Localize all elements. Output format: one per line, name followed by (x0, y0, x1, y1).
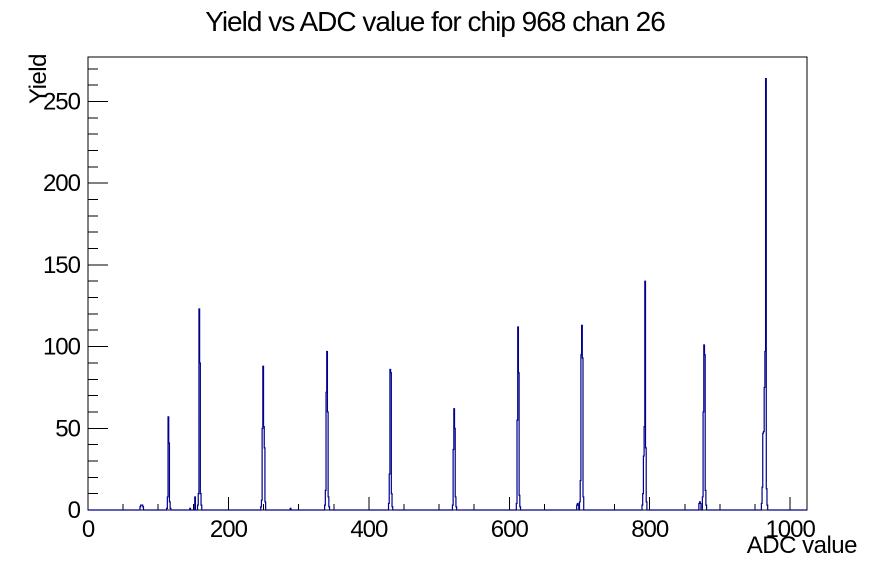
x-tick-label: 800 (631, 516, 669, 543)
x-tick-labels: 0 200 400 600 800 1000 (82, 516, 817, 543)
y-tick-label: 250 (43, 88, 81, 115)
chart-title: Yield vs ADC value for chip 968 chan 26 (205, 6, 665, 37)
plot-frame (87, 56, 808, 511)
x-tick-label: 400 (350, 516, 388, 543)
y-tick-label: 100 (43, 334, 81, 361)
y-axis-title: Yield (25, 54, 52, 104)
y-tick-label: 0 (68, 497, 81, 524)
y-tick-label: 150 (43, 252, 81, 279)
y-tick-label: 200 (43, 170, 81, 197)
x-axis-title: ADC value (747, 532, 857, 559)
x-tick-label: 1000 (765, 516, 815, 543)
histogram-line (88, 77, 807, 511)
x-tick-label: 0 (82, 516, 95, 543)
x-tick-label: 600 (491, 516, 529, 543)
x-tick-label: 200 (210, 516, 248, 543)
axis-ticks (87, 68, 791, 511)
y-tick-label: 50 (55, 415, 80, 442)
y-tick-labels: 0 50 100 150 200 250 (43, 88, 82, 524)
